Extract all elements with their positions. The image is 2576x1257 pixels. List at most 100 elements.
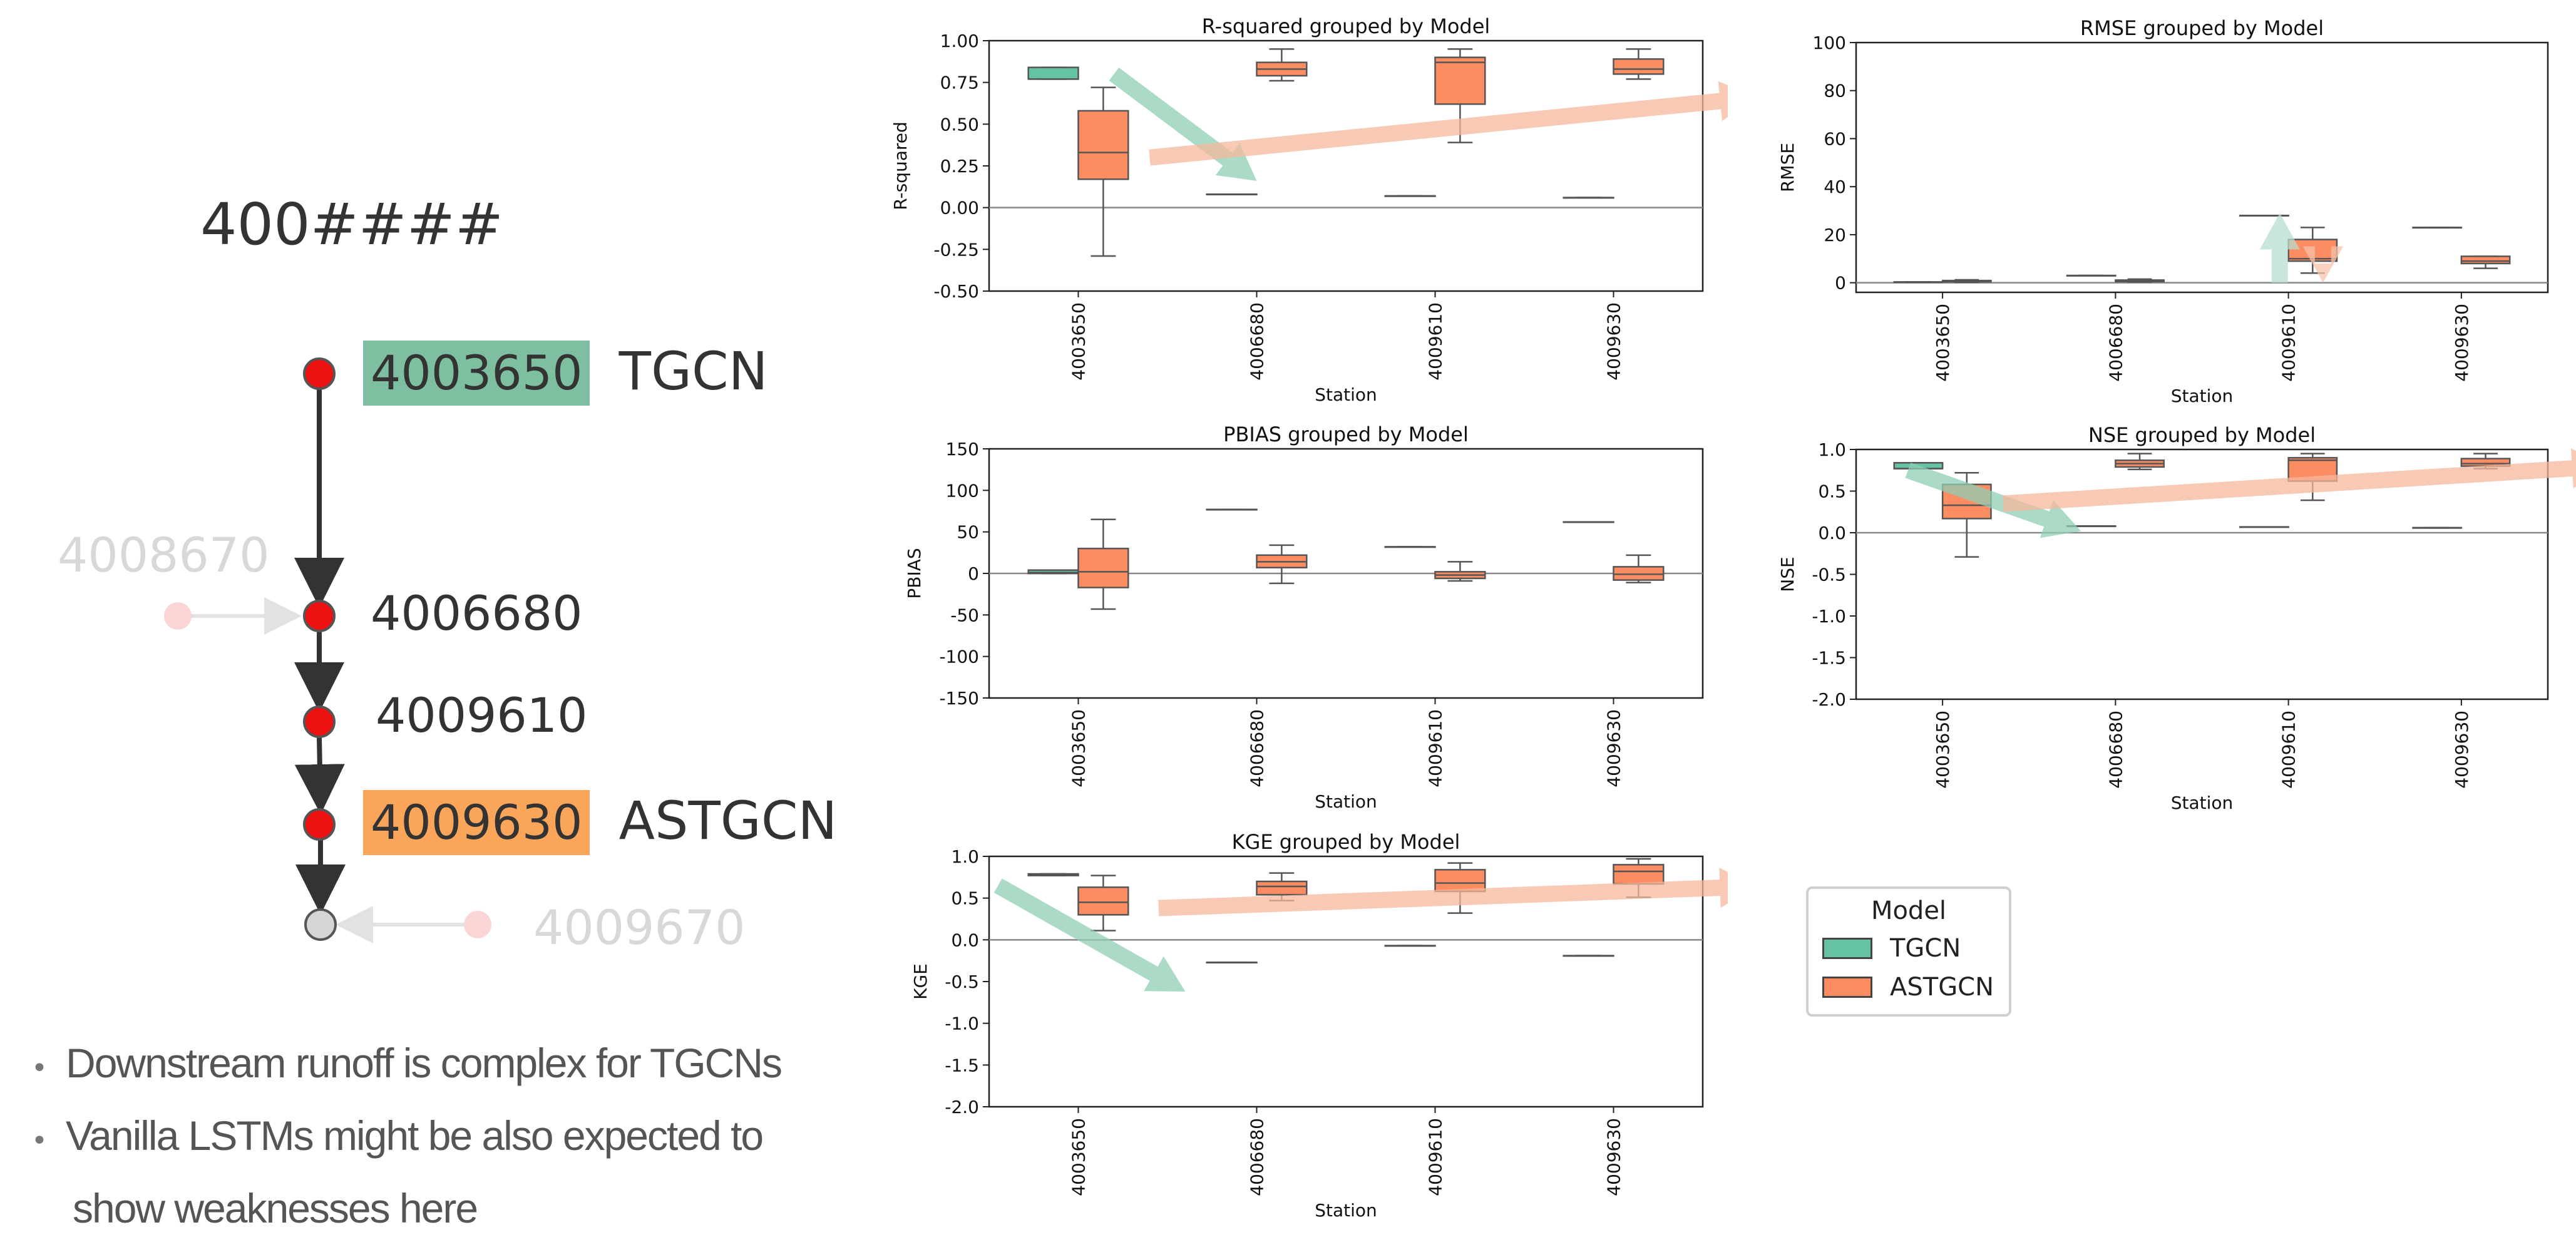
trend-arrow-1 [1109,67,1257,182]
y-axis-label: RMSE [1777,143,1798,192]
outlet-node [304,908,337,941]
trend-arrow-2 [1149,81,1728,166]
y-axis-label: R-squared [890,121,911,210]
box-astgcn-4009610 [1434,561,1486,582]
bullet-text-1: Downstream runoff is complex for TGCNs [66,1040,783,1086]
chart-title: KGE grouped by Model [1232,830,1460,854]
box-astgcn-4006680 [2115,278,2165,283]
box-astgcn-4003650 [1077,518,1129,610]
trend-arrow-1 [993,878,1186,992]
y-tick-label: -0.50 [934,281,979,302]
x-tick-label-4009610: 4009610 [1425,709,1446,788]
box-astgcn-4006680 [1256,48,1308,82]
box-astgcn-4009630 [1613,554,1665,583]
station-node-4006680 [303,600,336,632]
trend-arrow-2 [2003,448,2576,512]
bullet-text-3: show weaknesses here [73,1185,478,1231]
box-iqr [1613,566,1665,581]
y-tick-label: -0.5 [945,972,979,992]
box-astgcn-4009630 [1613,858,1665,898]
chart-r-squared: R-squared grouped by Model -0.50 -0.25 0.00… [890,14,1728,405]
box-iqr [1027,66,1079,80]
legend-label-tgcn: TGCN [1890,934,1961,963]
box-astgcn-4003650 [1077,875,1129,931]
x-tick-label-4006680: 4006680 [2105,711,2126,789]
y-tick-label: 60 [1824,128,1846,149]
box-astgcn-4009630 [1613,48,1665,80]
trend-arrow-2 [1158,868,1728,916]
box-astgcn-4006680 [2115,453,2165,471]
y-tick-label: -1.5 [945,1055,979,1075]
box-tgcn-4009610 [2239,214,2289,217]
y-tick-label: -0.25 [934,239,979,260]
y-tick-label: 80 [1824,81,1846,101]
x-tick-label-4003650: 4003650 [1069,1118,1089,1196]
x-axis-label: Station [1315,791,1377,812]
y-tick-label: 0.0 [951,930,979,950]
box-iqr [2460,255,2511,265]
y-tick-label: 50 [957,522,979,543]
y-tick-label: -0.5 [1812,565,1846,585]
x-tick-label-4006680: 4006680 [2105,304,2126,382]
bullet-item: • Downstream runoff is complex for TGCNs [31,1040,783,1086]
box-iqr [1613,58,1665,75]
box-iqr [1434,869,1486,893]
chart-nse: NSE grouped by Model -2.0 -1.5 -1.0 -0.5 0.0 0… [1777,423,2576,813]
legend-swatch-tgcn [1822,938,1872,959]
trend-arrow-1 [1905,462,2081,538]
x-tick-label-4009610: 4009610 [2279,304,2299,382]
y-tick-label: 1.0 [1818,439,1846,460]
box-iqr [1256,880,1308,896]
legend-title: Model [1870,896,1947,925]
y-tick-label: 150 [946,439,979,459]
x-axis-label: Station [2171,386,2234,406]
flow-edge-3 [294,737,345,814]
y-tick-label: -150 [939,688,979,709]
box-tgcn-4003650 [1027,66,1079,80]
box-tgcn-4009610 [1384,945,1436,947]
x-tick-label-4009630: 4009630 [2451,711,2472,789]
box-tgcn-4009610 [1384,546,1436,548]
bullet-item-continuation: show weaknesses here [31,1184,781,1257]
y-tick-label: -2.0 [1812,689,1846,710]
y-tick-label: 0 [968,563,979,584]
chart-kge: KGE grouped by Model -2.0 -1.5 -1.0 -0.5 0.0 0… [910,830,1728,1221]
y-tick-label: 0.50 [940,114,979,135]
x-tick-label-4003650: 4003650 [1069,302,1089,381]
box-tgcn-4009630 [2412,227,2463,229]
x-tick-label-4009630: 4009630 [1604,302,1624,381]
x-tick-label-4003650: 4003650 [1932,304,1953,382]
y-tick-label: -1.5 [1812,648,1846,669]
chart-title: R-squared grouped by Model [1202,14,1491,38]
box-tgcn-4003650 [1027,569,1079,575]
x-axis-label: Station [1315,1200,1377,1221]
faded-node-4009670 [464,911,491,938]
y-tick-label: -1.0 [1812,606,1846,627]
legend-item-tgcn: TGCN [1822,934,1961,963]
station-label-4003650: 4003650 [363,341,590,406]
station-node-4009630 [303,808,336,841]
box-tgcn-4009630 [1563,955,1614,957]
box-astgcn-4003650 [1077,86,1129,257]
faded-node-4008670 [164,602,192,630]
box-iqr [1077,886,1129,916]
trend-arrow-2 [2302,246,2343,283]
faded-station-label-4008670: 4008670 [58,527,270,583]
station-prefix-title: 400#### [200,191,503,258]
chart-title: NSE grouped by Model [2088,423,2316,447]
x-axis-label: Station [1315,384,1377,405]
model-label-astgcn: ASTGCN [618,790,838,851]
trend-arrow-1 [2259,213,2300,283]
bullet-list: • Downstream runoff is complex for TGCNs… [31,1039,783,1257]
box-tgcn-4006680 [1206,962,1258,964]
bullet-item: • Vanilla LSTMs might be also expected t… [31,1112,764,1159]
box-tgcn-4009630 [1563,521,1614,523]
chart-pbias: PBIAS grouped by Model -150 -100 -50 0 50 100 1… [904,423,1704,812]
y-axis-label: NSE [1777,557,1798,592]
y-tick-label: 0.5 [951,888,979,909]
station-row-4009630: 4009630 ASTGCN [363,790,837,855]
y-axis-label: KGE [910,963,931,1000]
x-tick-label-4003650: 4003650 [1069,709,1089,788]
y-tick-label: 0.00 [940,198,979,218]
y-tick-label: 0.5 [1818,481,1846,502]
